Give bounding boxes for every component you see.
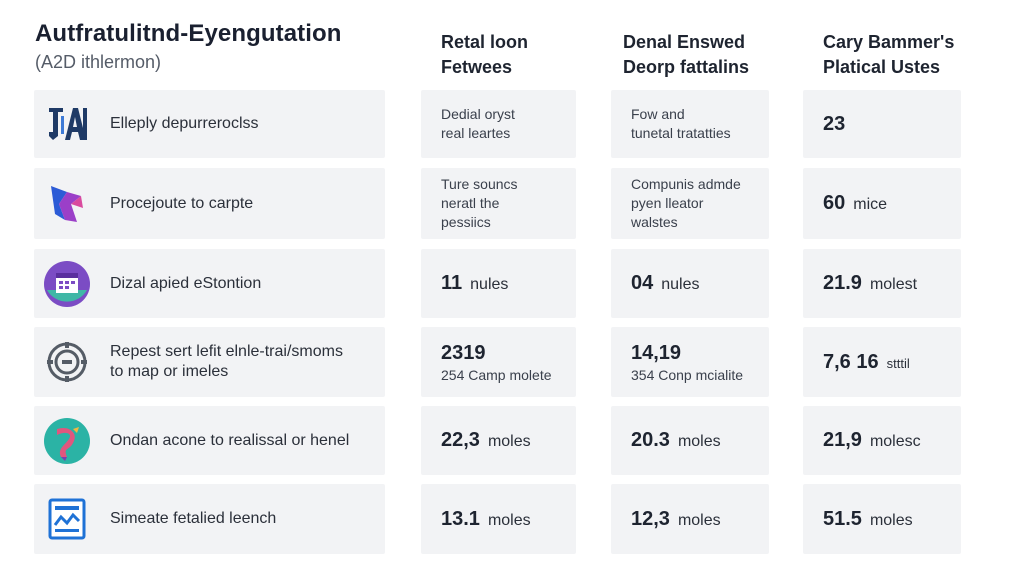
row-2-col-1: Ture souncs neratl the pessiics: [421, 168, 576, 239]
page-subtitle: (A2D ithlermon): [35, 52, 162, 72]
row-1-label-cell: Elleply depurreroclss: [34, 90, 385, 158]
row-4-col-1: 2319 254 Camp molete: [421, 327, 576, 397]
row-3-col-1: 11 nules: [421, 249, 576, 318]
row-6-col-1: 13.1 moles: [421, 484, 576, 554]
page-title: Autfratulitnd-Eyengutation: [35, 20, 342, 47]
row-1-col-1: Dedial oryst real leartes: [421, 90, 576, 158]
row-5-col-1: 22,3 moles: [421, 406, 576, 475]
gear-icon: [42, 337, 92, 387]
row-4-label: Repest sert lefit elnle-trai/smoms to ma…: [110, 343, 343, 380]
row-1-col-3: 23: [803, 90, 961, 158]
row-3-label-cell: Dizal apied eStontion: [34, 249, 385, 318]
row-2-value: 60: [823, 192, 846, 214]
row-2-col-3: 60 mice: [803, 168, 961, 239]
row-4-label-cell: Repest sert lefit elnle-trai/smoms to ma…: [34, 327, 385, 397]
column-header-1: Retal loon Fetwees: [441, 32, 529, 77]
row-1-label: Elleply depurreroclss: [110, 115, 259, 132]
row-6-label: Simeate fetalied leench: [110, 510, 277, 527]
row-6-col-2: 12,3 moles: [611, 484, 769, 554]
page-header: Autfratulitnd-Eyengutation (A2D ithlermo…: [35, 20, 342, 73]
row-1-value: 23: [823, 112, 846, 135]
row-5-label: Ondan acone to realissal or henel: [110, 431, 350, 449]
row-3-col-3: 21.9 molest: [803, 249, 961, 318]
row-4-col-3: 7,6 16 stttil: [803, 327, 961, 397]
row-2-unit: mice: [853, 196, 888, 213]
colorful-brush-icon: [42, 416, 92, 466]
row-5-label-cell: Ondan acone to realissal or henel: [34, 406, 385, 475]
letter-logo-icon: [42, 99, 92, 149]
row-5-col-2: 20.3 moles: [611, 406, 769, 475]
column-header-3: Cary Bammer's Platical Ustes: [823, 32, 955, 77]
row-6-col-3: 51.5 moles: [803, 484, 961, 554]
column-header-2: Denal Enswed Deorp fattalins: [623, 32, 750, 77]
blue-document-icon: [42, 494, 92, 544]
row-3-label: Dizal apied eStontion: [110, 274, 262, 292]
row-2-col-2: Compunis admde pyen lleator walstes: [611, 168, 769, 239]
calendar-badge-icon: [42, 259, 92, 309]
row-2-label: Procejoute to carpte: [110, 194, 254, 212]
ribbon-logo-icon: [42, 179, 92, 229]
row-3-col-2: 04 nules: [611, 249, 769, 318]
row-4-col-2: 14,19 354 Conp mcialite: [611, 327, 769, 397]
row-2-label-cell: Procejoute to carpte: [34, 168, 385, 239]
row-5-col-3: 21,9 molesc: [803, 406, 961, 475]
row-1-col-2: Fow and tunetal tratatties: [611, 90, 769, 158]
row-6-label-cell: Simeate fetalied leench: [34, 484, 385, 554]
